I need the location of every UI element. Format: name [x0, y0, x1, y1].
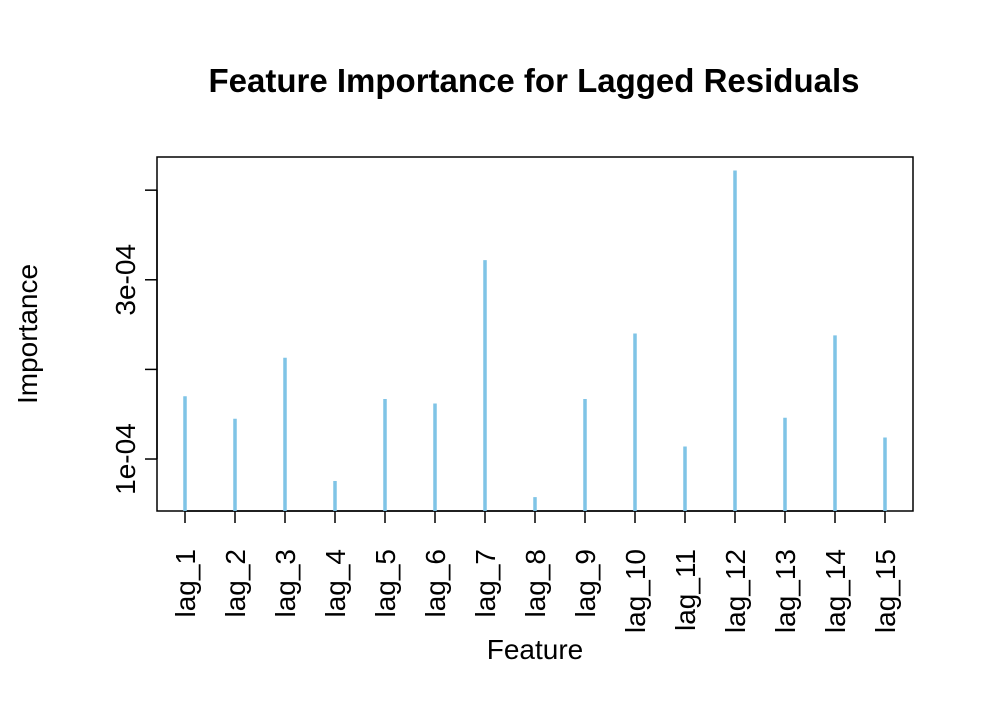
x-tick-label: lag_11	[670, 549, 701, 631]
y-tick-label: 1e-04	[110, 423, 141, 495]
x-tick-label: lag_13	[770, 549, 801, 633]
x-tick-label: lag_6	[420, 549, 451, 618]
x-tick-label: lag_3	[270, 549, 301, 618]
x-tick-label: lag_10	[620, 549, 651, 633]
y-tick-label: 3e-04	[110, 244, 141, 316]
y-axis: 1e-04 3e-04	[110, 189, 157, 495]
x-tick-label: lag_1	[170, 549, 201, 618]
x-tick-label: lag_4	[320, 549, 351, 618]
bars	[183, 170, 887, 511]
x-tick-label: lag_7	[470, 549, 501, 618]
x-tick-label: lag_14	[820, 549, 851, 633]
x-tick-label: lag_5	[370, 549, 401, 618]
x-tick-label: lag_12	[720, 549, 751, 633]
chart-title: Feature Importance for Lagged Residuals	[209, 62, 860, 99]
x-axis-label: Feature	[487, 634, 584, 665]
y-axis-label: Importance	[12, 264, 43, 404]
x-axis: lag_1 lag_2 lag_3 lag_4 lag_5 lag_6 lag_7 lag_8…	[170, 511, 901, 633]
x-tick-label: lag_8	[520, 549, 551, 618]
x-tick-label: lag_15	[870, 549, 901, 633]
plot-frame	[156, 156, 914, 512]
x-tick-label: lag_9	[570, 549, 601, 618]
x-tick-label: lag_2	[220, 549, 251, 618]
